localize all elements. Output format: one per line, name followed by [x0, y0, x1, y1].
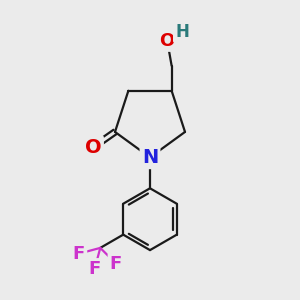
Text: F: F [88, 260, 101, 278]
Text: F: F [110, 254, 122, 272]
Text: H: H [175, 23, 189, 41]
Text: O: O [160, 32, 175, 50]
Text: F: F [73, 244, 85, 262]
Text: O: O [85, 138, 102, 157]
Text: N: N [142, 148, 158, 167]
